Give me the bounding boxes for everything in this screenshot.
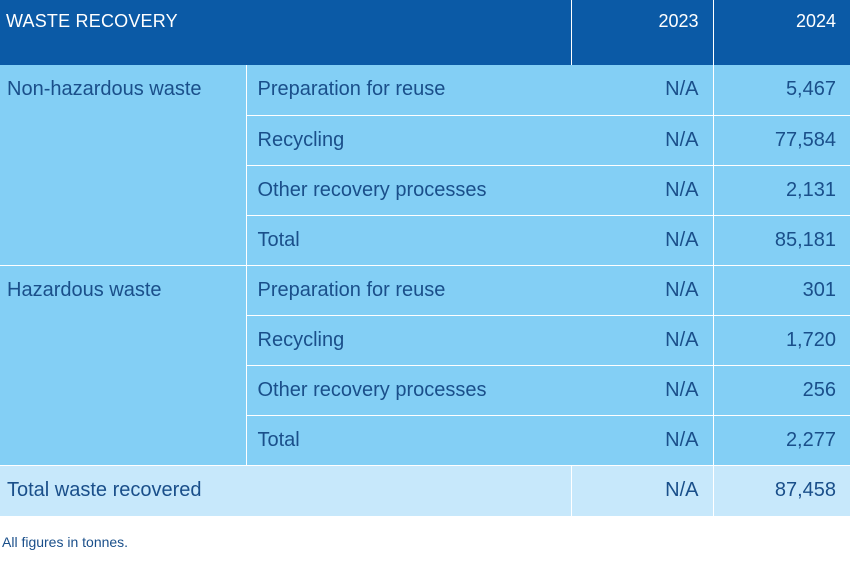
table-row: Hazardous waste Preparation for reuse N/… xyxy=(0,264,850,465)
row-label: Total xyxy=(246,414,571,465)
row-label: Preparation for reuse xyxy=(246,264,571,315)
value-2023: N/A xyxy=(571,214,714,265)
row-label: Recycling xyxy=(246,114,571,165)
category-non-hazardous: Non-hazardous waste xyxy=(0,65,247,265)
header-row: WASTE RECOVERY 2023 2024 xyxy=(0,0,850,65)
grand-total-label: Total waste recovered xyxy=(0,464,572,516)
value-2024: 256 xyxy=(713,364,850,415)
table-body: Non-hazardous waste Preparation for reus… xyxy=(0,65,850,516)
table-row: Non-hazardous waste Preparation for reus… xyxy=(0,65,850,265)
table-row: Other recovery processes N/A 2,131 xyxy=(0,164,850,215)
value-2023: N/A xyxy=(571,364,714,415)
row-label: Recycling xyxy=(246,314,571,365)
category-hazardous: Hazardous waste xyxy=(0,264,247,465)
grand-total-2023: N/A xyxy=(571,464,714,516)
value-2023: N/A xyxy=(571,264,714,315)
table-row: Recycling N/A 1,720 xyxy=(0,314,850,365)
table-row: Recycling N/A 77,584 xyxy=(0,114,850,165)
value-2024: 85,181 xyxy=(713,214,850,265)
value-2023: N/A xyxy=(571,114,714,165)
value-2024: 77,584 xyxy=(713,114,850,165)
table-row: Total N/A 2,277 xyxy=(0,414,850,465)
footnote: All figures in tonnes. xyxy=(2,534,129,550)
row-label: Other recovery processes xyxy=(246,364,571,415)
value-2024: 2,131 xyxy=(713,164,850,215)
value-2024: 1,720 xyxy=(713,314,850,365)
waste-recovery-table: WASTE RECOVERY 2023 2024 Non-hazardous w… xyxy=(0,0,850,516)
year-header-2023: 2023 xyxy=(570,0,713,65)
row-label: Preparation for reuse xyxy=(246,65,571,115)
table-row: Other recovery processes N/A 256 xyxy=(0,364,850,415)
year-header-2024: 2024 xyxy=(712,0,850,65)
value-2024: 5,467 xyxy=(713,65,850,115)
row-label: Total xyxy=(246,214,571,265)
table-header: WASTE RECOVERY 2023 2024 xyxy=(0,0,850,65)
table-title: WASTE RECOVERY xyxy=(0,0,571,65)
value-2024: 301 xyxy=(713,264,850,315)
grand-total-2024: 87,458 xyxy=(713,464,850,516)
value-2023: N/A xyxy=(571,65,714,115)
row-label: Other recovery processes xyxy=(246,164,571,215)
grand-total-row: Total waste recovered N/A 87,458 xyxy=(0,464,850,516)
table-row: Total N/A 85,181 xyxy=(0,214,850,265)
value-2023: N/A xyxy=(571,314,714,365)
value-2023: N/A xyxy=(571,414,714,465)
value-2024: 2,277 xyxy=(713,414,850,465)
value-2023: N/A xyxy=(571,164,714,215)
